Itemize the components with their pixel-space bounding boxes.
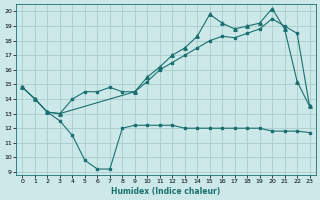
X-axis label: Humidex (Indice chaleur): Humidex (Indice chaleur) [111,187,221,196]
